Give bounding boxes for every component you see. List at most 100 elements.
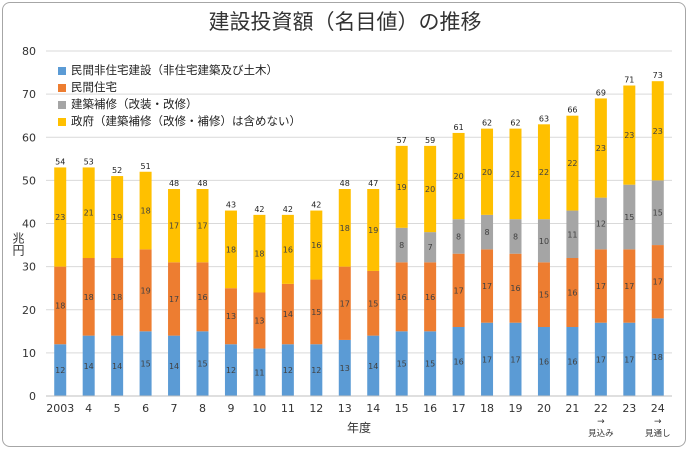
- bar-segment-0: [594, 322, 607, 396]
- x-tick-label: 11: [281, 402, 295, 415]
- data-label: 13: [226, 312, 236, 321]
- bar-segment-3: [168, 189, 181, 263]
- legend-swatch-3: [58, 117, 66, 126]
- data-label: 16: [283, 245, 293, 254]
- total-label: 48: [340, 179, 350, 188]
- data-label: 12: [226, 366, 236, 375]
- data-label: 10: [539, 237, 549, 246]
- bar-segment-2: [623, 184, 636, 250]
- data-label: 8: [484, 228, 489, 237]
- data-label: 17: [453, 286, 463, 295]
- data-label: 17: [197, 222, 207, 231]
- bar-segment-3: [509, 128, 522, 220]
- data-label: 17: [653, 278, 663, 287]
- data-label: 14: [112, 362, 122, 371]
- total-label: 48: [169, 179, 179, 188]
- bar-segment-0: [367, 335, 380, 396]
- total-label: 53: [84, 157, 94, 166]
- x-tick-label: 14: [366, 402, 380, 415]
- bar-segment-3: [594, 98, 607, 198]
- bar-segment-1: [367, 270, 380, 336]
- data-label: 17: [624, 355, 634, 364]
- bar-segment-3: [651, 81, 664, 181]
- bar-segment-2: [509, 219, 522, 254]
- data-label: 15: [311, 308, 321, 317]
- data-label: 12: [311, 366, 321, 375]
- data-label: 14: [169, 362, 179, 371]
- bar-segment-3: [253, 214, 266, 293]
- bar-segment-0: [54, 344, 67, 396]
- data-label: 16: [311, 241, 321, 250]
- x-tick-label: 16: [423, 402, 437, 415]
- data-label: 20: [453, 172, 463, 181]
- data-label: 22: [567, 159, 577, 168]
- data-label: 17: [340, 299, 350, 308]
- data-label: 19: [140, 286, 150, 295]
- bar-segment-0: [310, 344, 323, 396]
- bar-segment-3: [196, 189, 209, 263]
- data-label: 23: [596, 144, 606, 153]
- x-tick-label: 7: [171, 402, 178, 415]
- data-label: 17: [482, 355, 492, 364]
- data-label: 23: [624, 131, 634, 140]
- bar-segment-0: [651, 318, 664, 396]
- legend-swatch-1: [58, 83, 66, 92]
- bar-segment-0: [566, 327, 579, 396]
- data-label: 20: [482, 168, 492, 177]
- bar-segment-0: [224, 344, 237, 396]
- bar-segment-3: [310, 210, 323, 280]
- bar-segment-0: [168, 335, 181, 396]
- bar-segment-3: [367, 189, 380, 271]
- bar-segment-1: [424, 262, 437, 332]
- total-label: 66: [567, 106, 577, 115]
- y-tick-label: 20: [22, 304, 36, 317]
- data-label: 11: [254, 368, 264, 377]
- legend-item-0: 民間非住宅建設（非住宅建築及び土木）: [58, 62, 301, 79]
- bar-segment-3: [281, 214, 294, 284]
- bar-segment-0: [452, 327, 465, 396]
- bar-segment-1: [452, 253, 465, 327]
- x-tick-note: 見通し: [645, 428, 671, 439]
- total-label: 73: [653, 71, 663, 80]
- legend-label-1: 民間住宅: [71, 80, 117, 94]
- bar-segment-1: [82, 258, 95, 336]
- total-label: 42: [254, 205, 264, 214]
- legend-item-3: 政府（建築補修（改修・補修）は含めない）: [58, 113, 301, 130]
- y-tick-label: 80: [22, 45, 36, 58]
- bar-segment-0: [82, 335, 95, 396]
- y-tick-label: 70: [22, 88, 36, 101]
- bar-segment-3: [338, 189, 351, 267]
- data-label: 16: [567, 289, 577, 298]
- x-tick-label: 15: [395, 402, 409, 415]
- data-label: 23: [653, 127, 663, 136]
- data-label: 18: [340, 224, 350, 233]
- x-tick-label: 18: [480, 402, 494, 415]
- data-label: 11: [567, 230, 577, 239]
- bar-segment-1: [54, 266, 67, 345]
- bar-segment-3: [452, 132, 465, 220]
- data-label: 15: [624, 213, 634, 222]
- bar-segment-2: [424, 232, 437, 263]
- x-tick-label: 17: [452, 402, 466, 415]
- bar-segment-1: [537, 262, 550, 327]
- data-label: 15: [197, 360, 207, 369]
- total-label: 59: [425, 136, 435, 145]
- data-label: 15: [140, 360, 150, 369]
- total-label: 61: [453, 123, 463, 132]
- bar-segment-0: [395, 331, 408, 396]
- legend-label-3: 政府（建築補修（改修・補修）は含めない）: [71, 114, 301, 128]
- data-label: 18: [653, 353, 663, 362]
- x-axis-label: 年度: [347, 420, 371, 435]
- total-label: 52: [112, 166, 122, 175]
- x-tick-label: 13: [338, 402, 352, 415]
- data-label: 17: [596, 282, 606, 291]
- bar-segment-1: [310, 279, 323, 345]
- data-label: 14: [368, 362, 378, 371]
- bar-segment-0: [196, 331, 209, 396]
- x-tick-label: 6: [142, 402, 149, 415]
- legend-label-2: 建築補修（改装・改修）: [71, 97, 198, 111]
- data-label: 17: [482, 282, 492, 291]
- bar-segment-1: [196, 262, 209, 332]
